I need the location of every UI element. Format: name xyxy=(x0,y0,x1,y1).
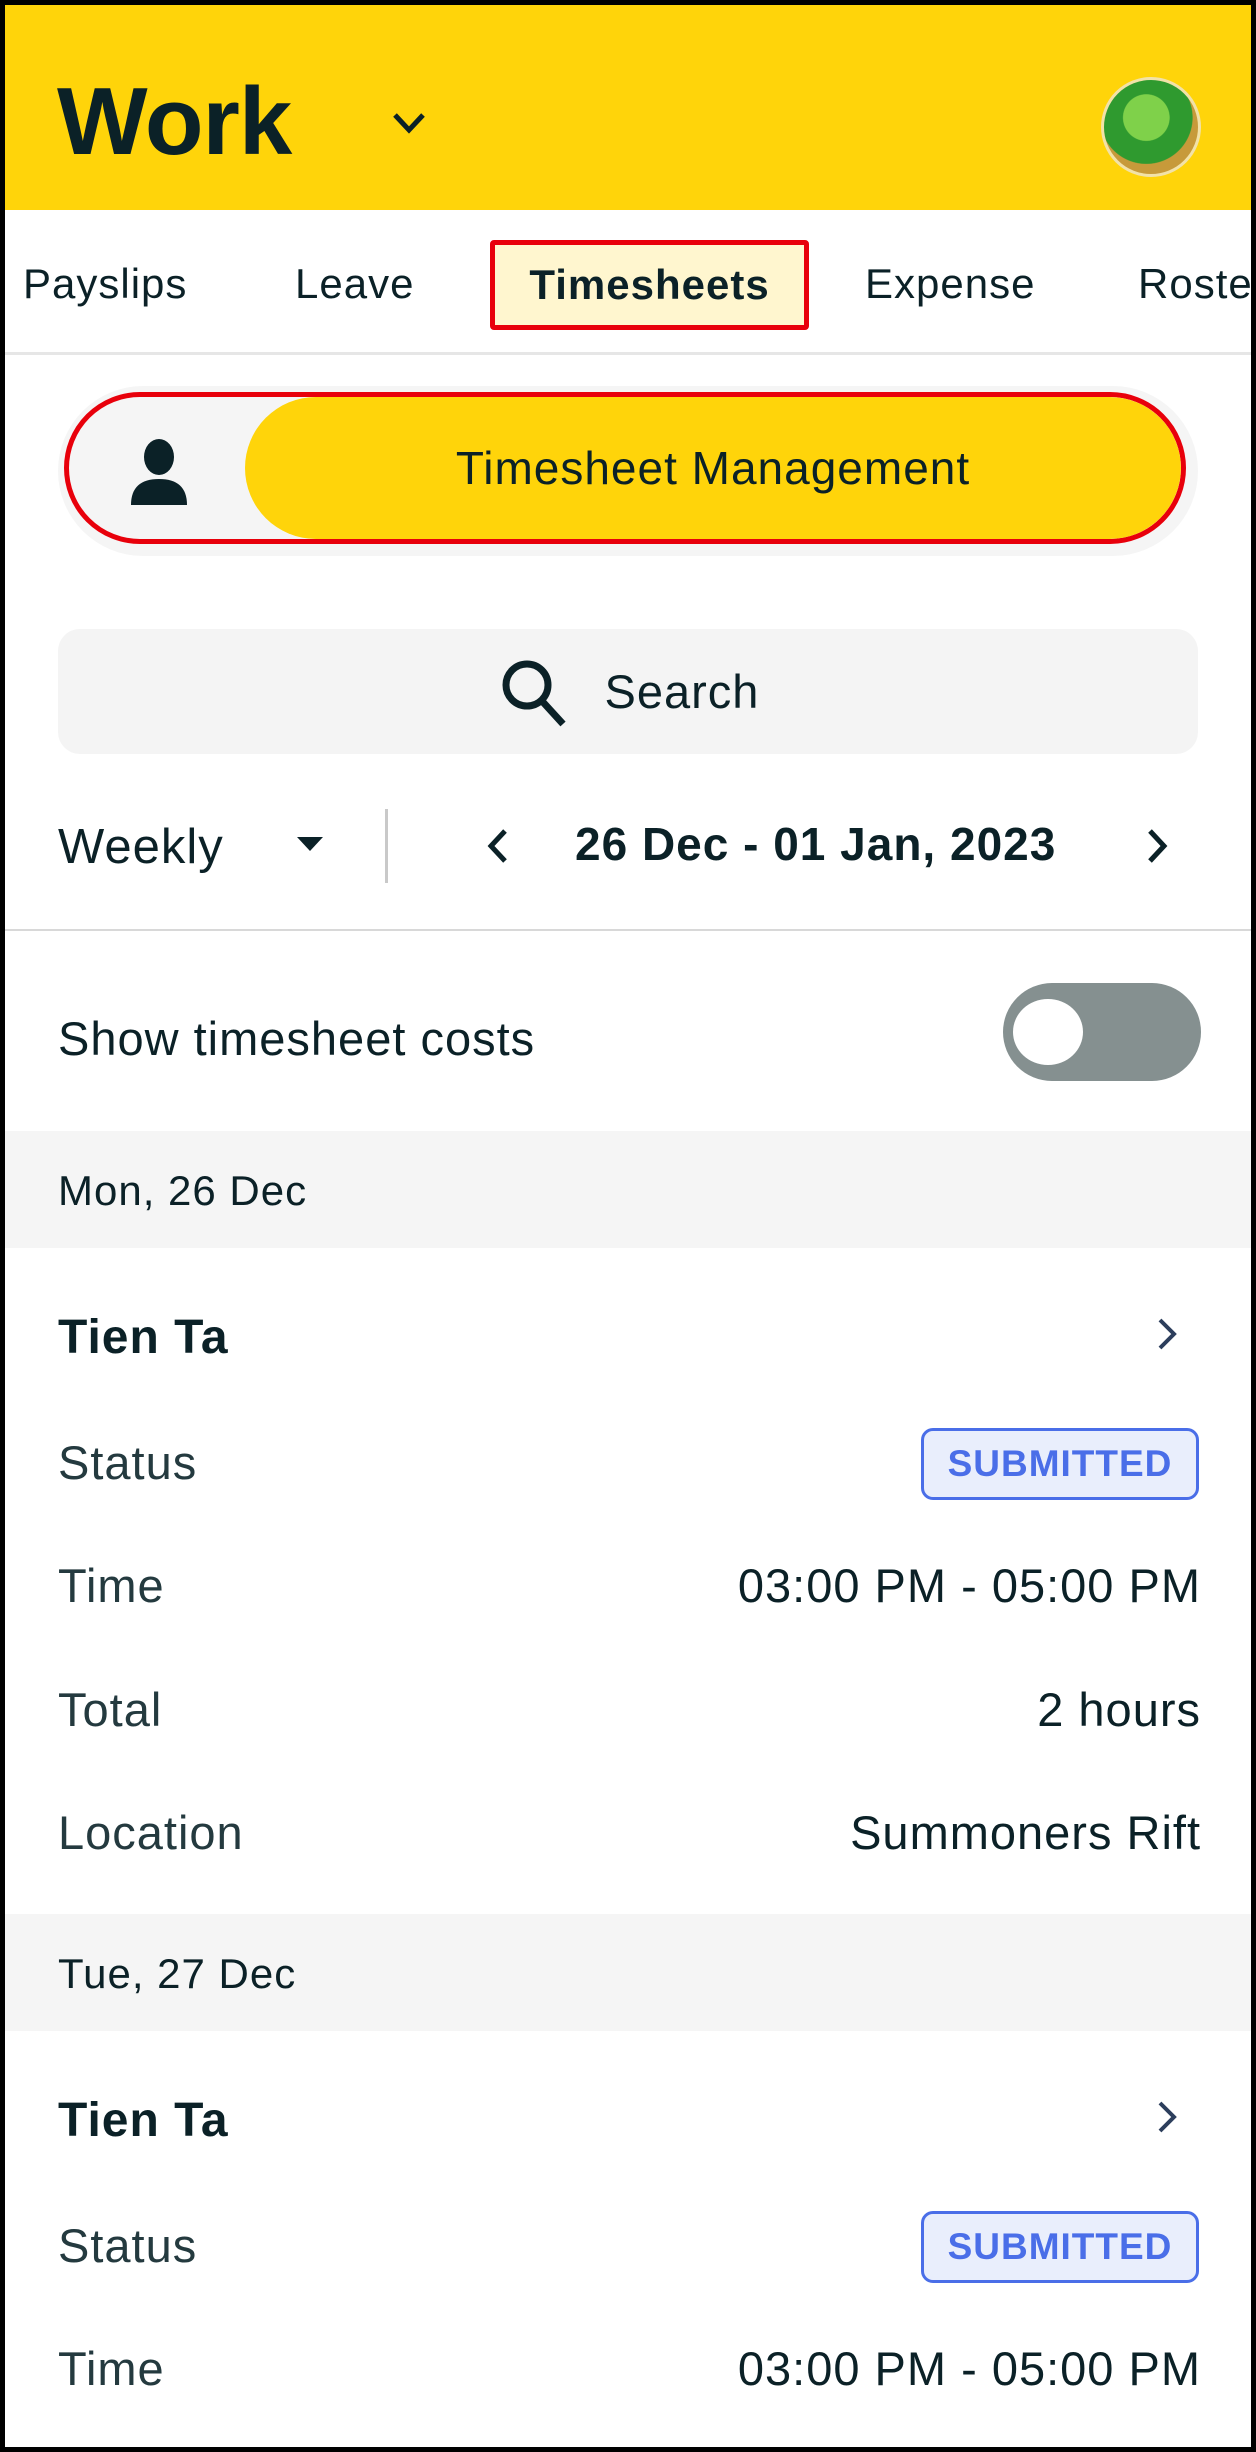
tab-bar: Payslips Leave Timesheets Expense Roster xyxy=(5,210,1251,355)
caret-down-icon[interactable] xyxy=(297,837,323,851)
date-range: 26 Dec - 01 Jan, 2023 xyxy=(575,818,1057,870)
filter-row: Weekly 26 Dec - 01 Jan, 2023 xyxy=(5,795,1251,931)
period-dropdown[interactable]: Weekly xyxy=(58,820,224,874)
location-label: Location xyxy=(58,1806,244,1859)
day-header: Tue, 27 Dec xyxy=(5,1914,1251,2031)
costs-row: Show timesheet costs xyxy=(5,931,1251,1136)
employee-name: Tien Ta xyxy=(58,2094,229,2147)
tab-expense[interactable]: Expense xyxy=(865,260,1036,307)
search-input[interactable]: Search xyxy=(58,629,1198,754)
tab-payslips[interactable]: Payslips xyxy=(23,260,188,307)
status-badge: SUBMITTED xyxy=(921,2211,1199,2283)
tab-roster[interactable]: Roster xyxy=(1138,260,1251,307)
user-avatar[interactable] xyxy=(1101,77,1201,177)
workspace-title[interactable]: Work xyxy=(57,68,292,175)
location-value: Summoners Rift xyxy=(850,1806,1201,1859)
time-label: Time xyxy=(58,2342,165,2395)
status-label: Status xyxy=(58,2219,198,2272)
employee-name: Tien Ta xyxy=(58,1311,229,1364)
timesheet-management-label: Timesheet Management xyxy=(455,442,971,494)
chevron-right-icon[interactable] xyxy=(1155,1316,1179,1352)
tab-leave[interactable]: Leave xyxy=(295,260,415,307)
time-value: 03:00 PM - 05:00 PM xyxy=(737,2342,1201,2395)
status-label: Status xyxy=(58,1436,198,1489)
search-icon xyxy=(502,660,566,726)
chevron-down-icon[interactable] xyxy=(389,103,429,143)
costs-label: Show timesheet costs xyxy=(58,1012,536,1065)
total-value: 2 hours xyxy=(1037,1683,1201,1736)
header: Work xyxy=(5,5,1251,210)
timesheet-card[interactable]: Tien Ta Status SUBMITTED Time 03:00 PM -… xyxy=(5,1248,1251,1914)
day-header: Mon, 26 Dec xyxy=(5,1131,1251,1248)
view-switcher: Timesheet Management xyxy=(58,386,1198,556)
search-placeholder: Search xyxy=(604,665,760,718)
toggle-knob xyxy=(1013,999,1083,1065)
divider xyxy=(385,809,388,883)
timesheet-management-option[interactable]: Timesheet Management xyxy=(245,397,1181,539)
show-costs-toggle[interactable] xyxy=(1003,983,1201,1081)
timesheet-card[interactable]: Tien Ta Status SUBMITTED Time 03:00 PM -… xyxy=(5,2031,1251,2447)
chevron-right-icon[interactable] xyxy=(1155,2099,1179,2135)
chevron-left-icon[interactable] xyxy=(481,825,515,867)
chevron-right-icon[interactable] xyxy=(1140,825,1174,867)
time-label: Time xyxy=(58,1559,165,1612)
tab-timesheets[interactable]: Timesheets xyxy=(490,240,809,330)
time-value: 03:00 PM - 05:00 PM xyxy=(737,1559,1201,1612)
app: Work Payslips Leave Timesheets Expense R… xyxy=(5,5,1251,2447)
user-icon[interactable] xyxy=(119,433,199,513)
status-badge: SUBMITTED xyxy=(921,1428,1199,1500)
total-label: Total xyxy=(58,1683,163,1736)
